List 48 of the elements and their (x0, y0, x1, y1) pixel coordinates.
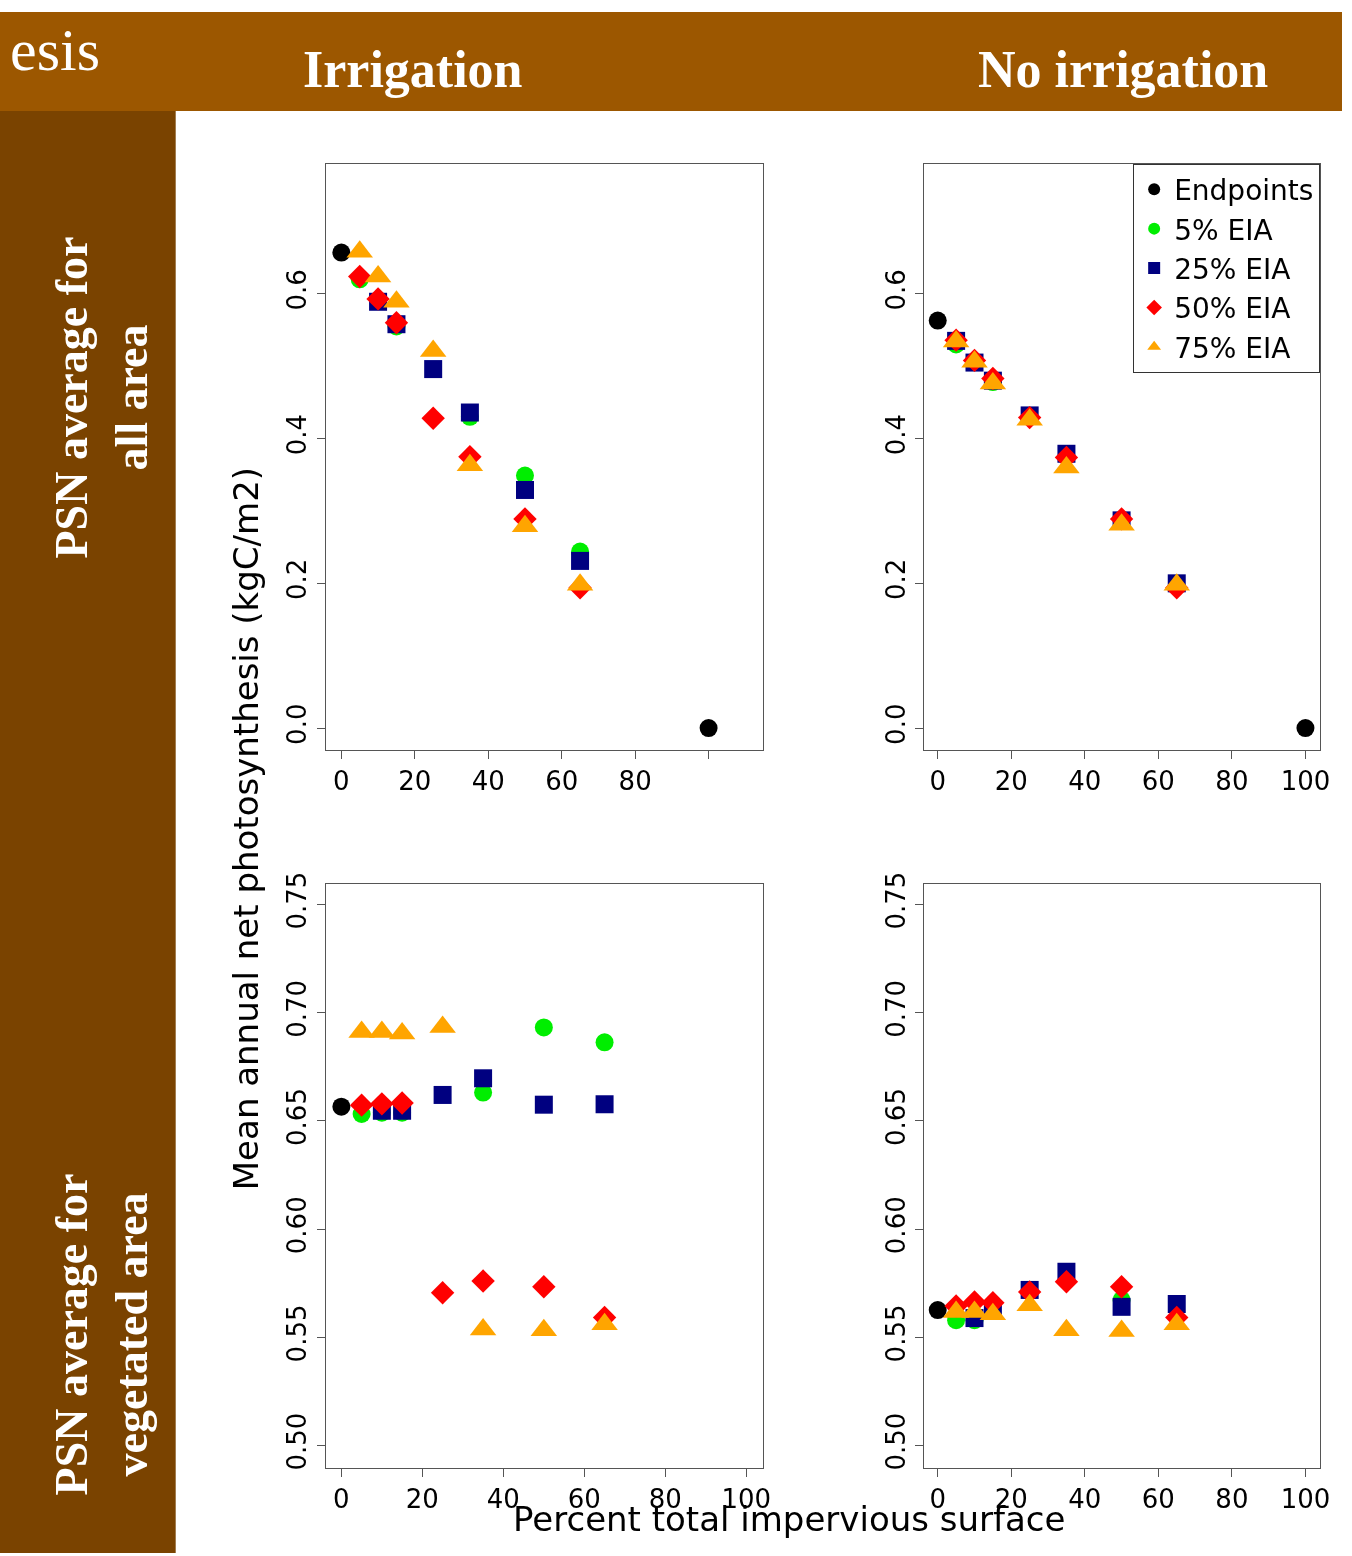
y-tick-label: 0.50 (282, 1412, 313, 1471)
y-tick-label: 0.2 (282, 558, 313, 601)
x-tick-label: 0 (333, 766, 350, 797)
y-tick-label: 0.6 (282, 269, 313, 311)
legend-label: 5% EIA (1174, 213, 1273, 247)
legend-label: 75% EIA (1174, 331, 1291, 365)
x-tick-label: 20 (405, 1484, 439, 1515)
x-tick-label: 20 (398, 766, 432, 797)
y-tick-label: 0.60 (880, 1196, 911, 1255)
y-tick-label: 0.55 (282, 1304, 313, 1363)
y-tick-label: 0.75 (282, 871, 313, 930)
x-tick-label: 80 (1215, 1484, 1249, 1515)
y-tick-label: 0.6 (880, 269, 911, 311)
x-tick-label: 60 (545, 766, 579, 797)
x-tick-label: 100 (1280, 1484, 1331, 1515)
x-tick-label: 60 (1141, 1484, 1175, 1515)
x-tick-label: 80 (618, 766, 652, 797)
y-tick-label: 0.2 (880, 558, 911, 601)
y-tick-label: 0.55 (880, 1304, 911, 1363)
y-axis-title: Mean annual net photosynthesis (kgC/m2) (226, 466, 267, 1191)
y-tick-label: 0.70 (282, 979, 313, 1038)
y-tick-label: 0.60 (282, 1196, 313, 1255)
x-tick-label: 40 (1068, 766, 1102, 797)
x-tick-label: 40 (471, 766, 505, 797)
y-tick-label: 0.4 (880, 414, 911, 456)
x-tick-label: 60 (1141, 766, 1175, 797)
y-tick-label: 0.75 (880, 871, 911, 930)
y-tick-label: 0.0 (880, 703, 911, 745)
text: esis (10, 17, 100, 83)
x-tick-label: 20 (994, 766, 1028, 797)
chart-title: No irrigation (978, 41, 1269, 98)
x-tick-label: 0 (333, 1484, 350, 1515)
x-tick-label: 80 (1215, 766, 1249, 797)
legend-label: 25% EIA (1174, 252, 1291, 286)
chart-title: Irrigation (303, 41, 523, 98)
legend-label: Endpoints (1174, 174, 1314, 208)
y-tick-label: 0.0 (282, 703, 313, 745)
y-tick-label: 0.4 (282, 414, 313, 456)
text: PSN average for vegetated area (46, 1173, 157, 1496)
y-tick-label: 0.50 (880, 1412, 911, 1471)
y-tick-label: 0.65 (282, 1088, 313, 1146)
x-tick-label: 0 (929, 766, 946, 797)
x-tick-label: 40 (1068, 1484, 1102, 1515)
text: PSN average for all area (46, 236, 157, 559)
y-tick-label: 0.65 (880, 1088, 911, 1146)
y-tick-label: 0.70 (880, 979, 911, 1038)
x-tick-label: 100 (1280, 766, 1331, 797)
legend-label: 50% EIA (1174, 292, 1291, 326)
